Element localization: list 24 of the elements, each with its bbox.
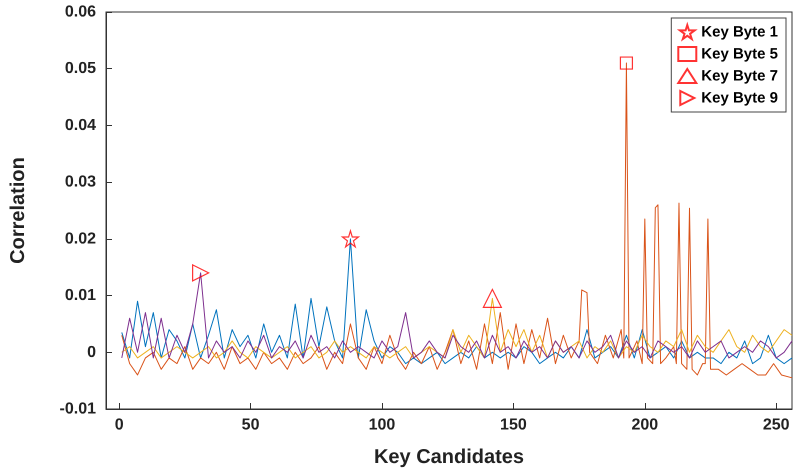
y-tick-label: 0.04: [64, 116, 96, 134]
point: [620, 56, 634, 70]
x-tick-label: 0: [114, 416, 124, 434]
y-tick-label: -0.01: [60, 400, 96, 418]
y-tick-label: 0.03: [64, 174, 96, 191]
point: [482, 288, 502, 308]
legend-label: Key Byte 1: [701, 24, 778, 40]
legend-label: Key Byte 9: [701, 90, 778, 106]
x-tick-label: 50: [242, 416, 260, 434]
x-tick-label: 200: [631, 416, 658, 434]
x-tick-label: 250: [762, 416, 790, 434]
x-tick-label: 150: [500, 416, 527, 434]
y-tick-label: 0.05: [64, 60, 96, 78]
y-axis-title: Correlation: [7, 157, 29, 264]
x-tick-label: 100: [368, 416, 396, 434]
y-tick-label: 0.02: [64, 230, 96, 248]
legend-label: Key Byte 5: [701, 46, 778, 62]
point: [192, 264, 210, 282]
y-tick-label: 0.06: [64, 4, 96, 20]
legend-label: Key Byte 7: [701, 68, 778, 84]
point: [342, 230, 360, 248]
x-axis-title: Key Candidates: [374, 446, 524, 468]
y-tick-label: 0: [87, 344, 96, 361]
y-tick-label: 0.01: [64, 287, 96, 304]
